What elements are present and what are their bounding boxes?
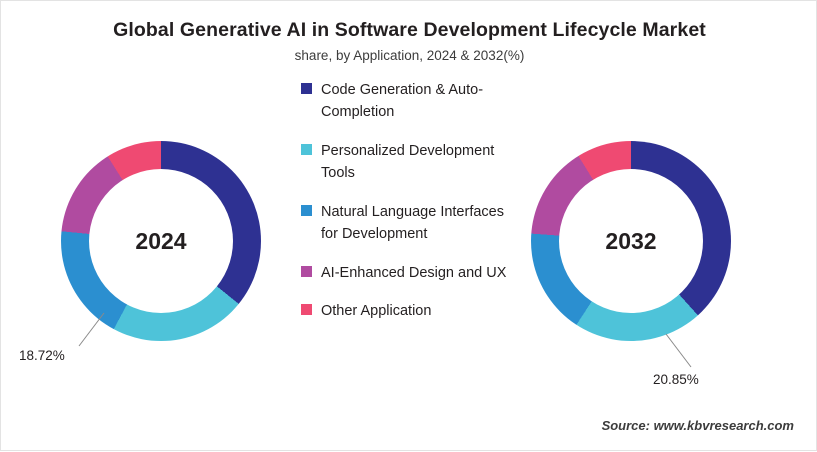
legend-item-code-generation[interactable]: Code Generation & Auto-Completion xyxy=(301,79,516,124)
donut-hole-2032 xyxy=(559,169,703,313)
data-label-2032-personalized-tools: 20.85% xyxy=(653,372,699,387)
donut-chart-2032: 2032 xyxy=(531,141,731,341)
donut-hole-2024 xyxy=(89,169,233,313)
legend-swatch-icon xyxy=(301,83,312,94)
legend-label: AI-Enhanced Design and UX xyxy=(321,264,507,281)
source-text: Source: www.kbvresearch.com xyxy=(601,418,794,433)
legend: Code Generation & Auto-Completion Person… xyxy=(301,79,516,339)
donut-center-label-2024: 2024 xyxy=(135,227,187,254)
data-label-2024-natural-language: 18.72% xyxy=(19,348,65,363)
legend-item-other-application[interactable]: Other Application xyxy=(301,300,516,322)
page-subtitle: share, by Application, 2024 & 2032(%) xyxy=(294,48,525,63)
legend-swatch-icon xyxy=(301,204,312,216)
legend-swatch-icon xyxy=(301,304,312,316)
page-title: Global Generative AI in Software Develop… xyxy=(113,19,706,41)
legend-label: Other Application xyxy=(321,303,432,320)
donut-chart-2024: 2024 xyxy=(61,141,261,341)
legend-swatch-icon xyxy=(301,143,312,155)
legend-item-natural-language-interfaces[interactable]: Natural Language Interfaces for Developm… xyxy=(301,201,516,246)
legend-label: Code Generation & Auto-Completion xyxy=(321,82,484,121)
legend-label: Natural Language Interfaces for Developm… xyxy=(321,203,504,243)
legend-item-personalized-development-tools[interactable]: Personalized Development Tools xyxy=(301,140,516,185)
legend-swatch-icon xyxy=(301,265,312,277)
legend-item-ai-enhanced-design[interactable]: AI-Enhanced Design and UX xyxy=(301,262,516,284)
donut-center-label-2032: 2032 xyxy=(605,227,657,254)
legend-label: Personalized Development Tools xyxy=(321,142,495,182)
